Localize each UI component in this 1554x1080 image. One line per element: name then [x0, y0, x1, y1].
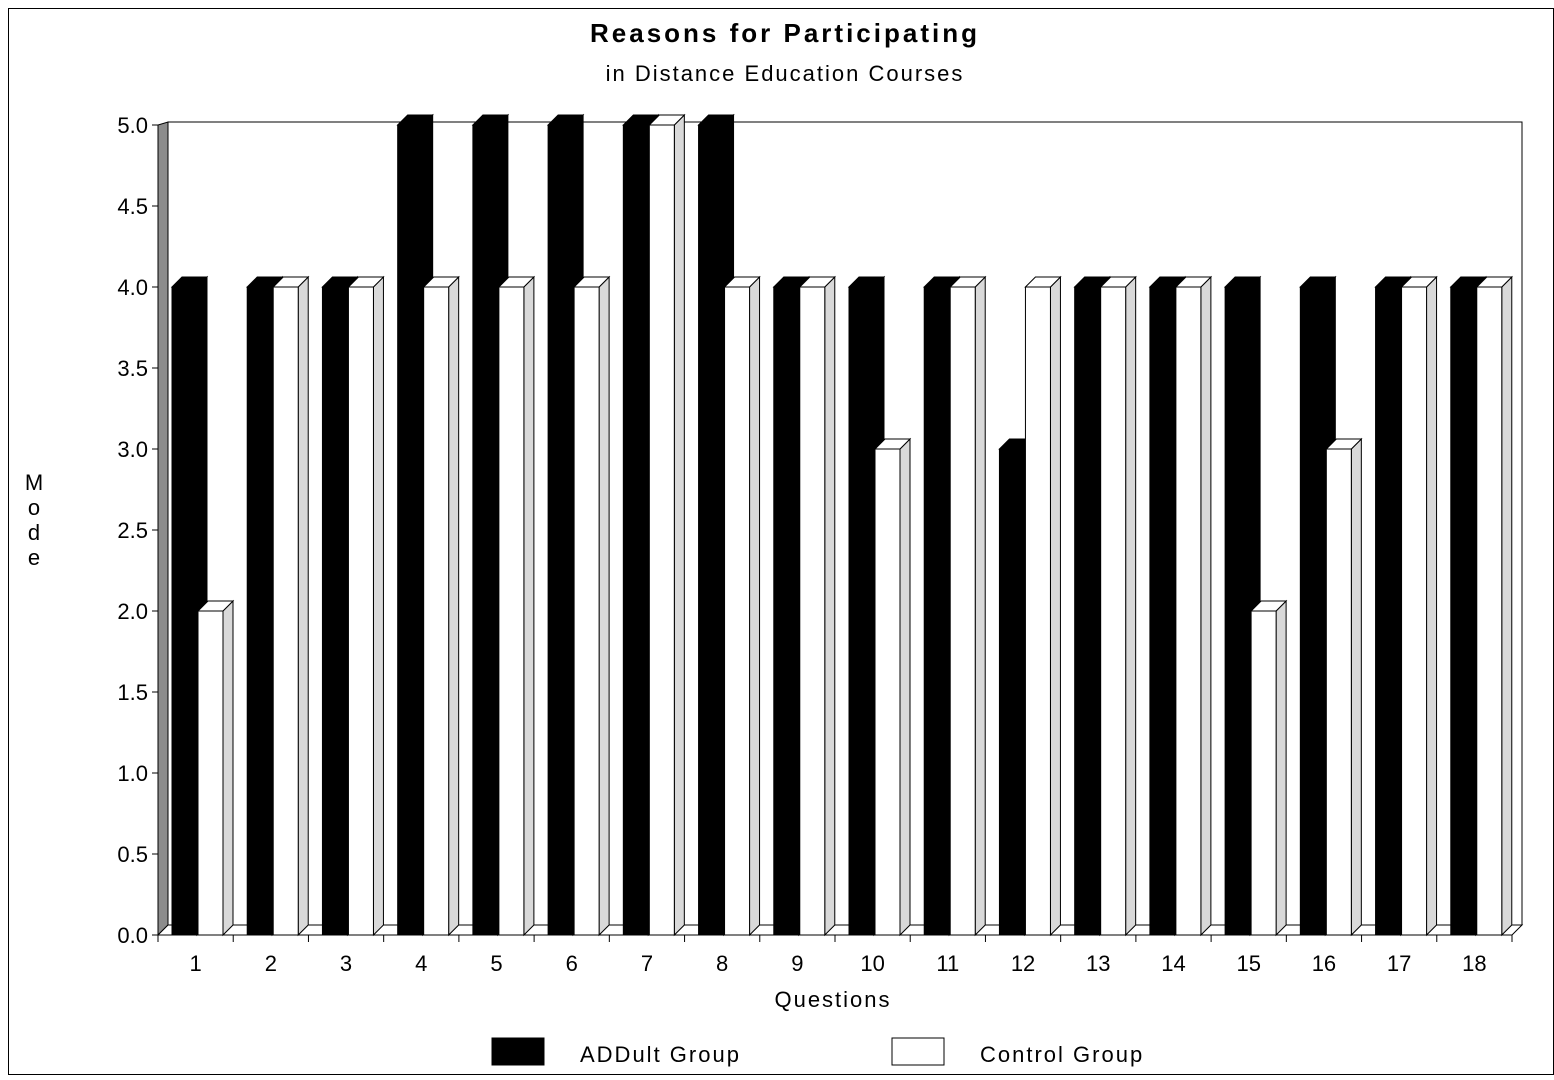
bar-control-group [1024, 275, 1062, 937]
bar-control-group [949, 275, 987, 937]
bar-control-group [873, 437, 912, 937]
x-tick-label: 14 [1161, 951, 1185, 976]
plot-area: 0.00.51.01.52.02.53.03.54.04.55.01 2 3 4 5 6 7… [117, 113, 1524, 976]
y-tick-label: 0.5 [117, 842, 148, 867]
bar-control-group [1249, 599, 1288, 937]
y-tick-label: 2.5 [117, 518, 148, 543]
y-tick-label: 2.0 [117, 599, 148, 624]
bar-control-group [798, 275, 836, 937]
y-tick-label: 5.0 [117, 113, 148, 138]
x-tick-label: 16 [1312, 951, 1336, 976]
x-tick-label: 6 [566, 951, 578, 976]
y-tick-label: 3.0 [117, 437, 148, 462]
x-tick-label: 11 [936, 951, 959, 976]
bar-addult-group [1223, 275, 1262, 937]
side-wall [157, 121, 169, 937]
x-tick-label: 4 [415, 951, 427, 976]
x-tick-label: 13 [1086, 951, 1110, 976]
x-tick-label: 12 [1011, 951, 1035, 976]
x-tick-label: 7 [641, 951, 653, 976]
y-tick-label: 4.0 [117, 275, 148, 300]
bar-control-group [572, 275, 611, 937]
x-tick-label: 1 [189, 951, 201, 976]
bar-control-group [723, 275, 761, 937]
legend: ADDult Group Control Group [491, 1037, 1144, 1067]
bar-control-group [1325, 437, 1363, 937]
bar-control-group [1099, 275, 1137, 937]
bar-control-group [347, 275, 385, 937]
bar-control-group [1174, 275, 1213, 937]
bar-control-group [648, 113, 686, 937]
y-tick-label: 4.5 [117, 194, 148, 219]
x-tick-label: 8 [716, 951, 728, 976]
bar-control-group [422, 275, 460, 937]
chart-subtitle: in Distance Education Courses [606, 61, 965, 86]
x-tick-label: 2 [265, 951, 277, 976]
y-tick-label: 1.0 [117, 761, 148, 786]
x-tick-label: 5 [490, 951, 502, 976]
bar-control-group [1400, 275, 1438, 937]
x-tick-label: 3 [340, 951, 352, 976]
chart-title: Reasons for Participating [590, 18, 980, 48]
legend-swatch [491, 1037, 545, 1066]
legend-item-control-group: Control Group [891, 1037, 1144, 1067]
y-tick-label: 1.5 [117, 680, 148, 705]
legend-item-addult-group: ADDult Group [491, 1037, 741, 1067]
x-tick-label: 10 [860, 951, 884, 976]
x-tick-label: 17 [1387, 951, 1411, 976]
bar-control-group [196, 599, 235, 937]
x-axis-label: Questions [774, 987, 891, 1012]
legend-swatch [891, 1037, 945, 1066]
bar-control-group [272, 275, 310, 937]
x-tick-label: 15 [1236, 951, 1260, 976]
legend-label: Control Group [980, 1042, 1144, 1067]
x-tick-label: 18 [1462, 951, 1486, 976]
bar-control-group [497, 275, 536, 937]
y-tick-label: 3.5 [117, 356, 148, 381]
y-tick-label: 0.0 [117, 923, 148, 948]
legend-label: ADDult Group [580, 1042, 741, 1067]
bar-control-group [1475, 275, 1513, 937]
x-tick-label: 9 [791, 951, 803, 976]
